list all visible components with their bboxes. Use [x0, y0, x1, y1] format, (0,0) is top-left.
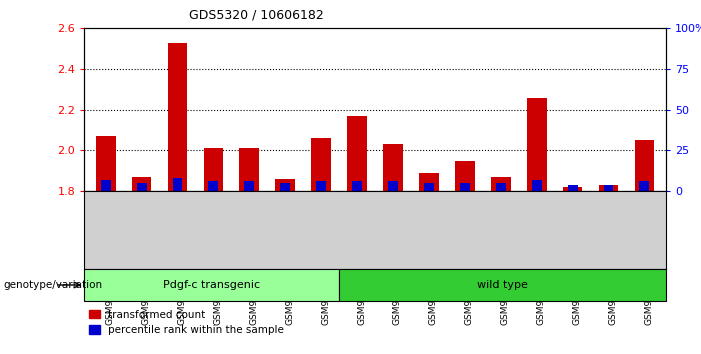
Bar — [424, 183, 434, 191]
Bar — [568, 185, 578, 191]
Bar — [496, 183, 505, 191]
Bar — [455, 161, 475, 191]
Bar — [460, 183, 470, 191]
Bar — [526, 97, 547, 191]
Bar — [240, 148, 259, 191]
Bar — [347, 116, 367, 191]
Bar — [137, 183, 147, 191]
Text: genotype/variation: genotype/variation — [4, 280, 102, 290]
Bar — [280, 183, 290, 191]
Bar — [172, 178, 182, 191]
Bar — [245, 181, 254, 191]
Bar — [96, 136, 116, 191]
Text: wild type: wild type — [477, 280, 528, 290]
Bar — [383, 144, 403, 191]
Bar — [316, 181, 326, 191]
Bar — [563, 187, 583, 191]
Bar — [388, 181, 398, 191]
Text: Pdgf-c transgenic: Pdgf-c transgenic — [163, 280, 260, 290]
Bar — [634, 140, 654, 191]
Bar — [491, 177, 510, 191]
Bar — [419, 173, 439, 191]
Bar — [639, 181, 649, 191]
Bar — [132, 177, 151, 191]
Text: GDS5320 / 10606182: GDS5320 / 10606182 — [189, 9, 324, 22]
Bar — [84, 269, 339, 301]
Bar — [208, 181, 218, 191]
Bar — [339, 269, 666, 301]
Bar — [599, 185, 618, 191]
Legend: transformed count, percentile rank within the sample: transformed count, percentile rank withi… — [89, 310, 284, 335]
Bar — [604, 185, 613, 191]
Bar — [532, 180, 542, 191]
Bar — [101, 180, 111, 191]
Bar — [203, 148, 224, 191]
Bar — [352, 181, 362, 191]
Bar — [168, 42, 187, 191]
Bar — [275, 179, 295, 191]
Bar — [311, 138, 331, 191]
